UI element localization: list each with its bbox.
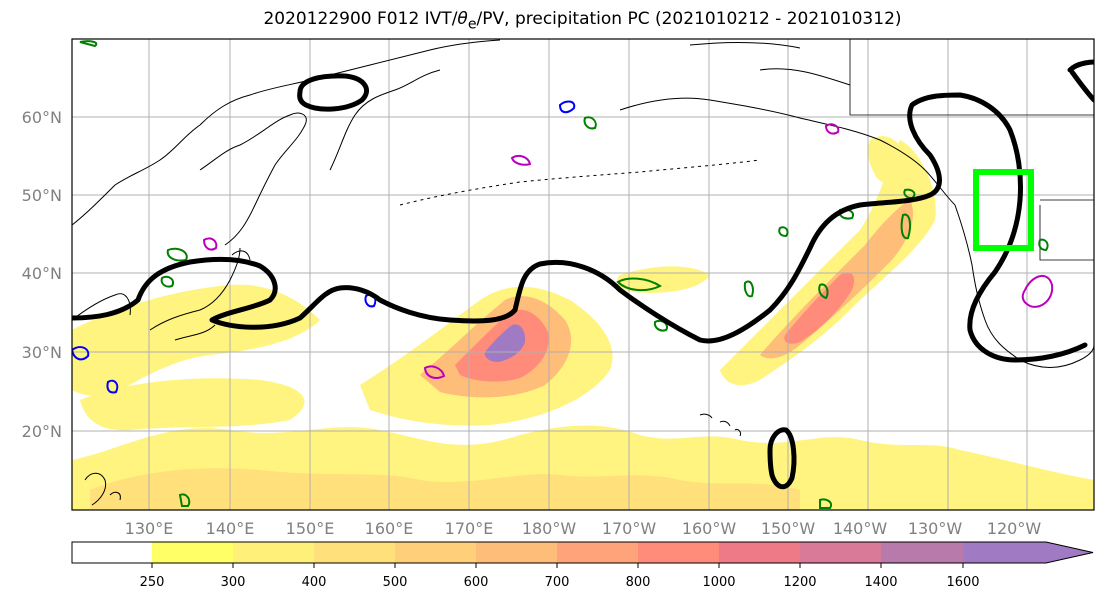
lon-label-170e: 170°E: [445, 519, 494, 538]
highlight-region-box: [973, 169, 1034, 251]
latitude-labels: 60°N 50°N 40°N 30°N 20°N: [22, 108, 62, 441]
precip-contour-13: [178, 493, 191, 507]
na-borders: [849, 39, 1094, 261]
precip-contour-10: [778, 226, 789, 238]
colorbar-seg-4: [395, 542, 476, 563]
theta-e-contours: [72, 59, 1094, 490]
lon-label-120w: 120°W: [987, 519, 1042, 538]
colorbar-label-250: 250: [140, 575, 165, 590]
colorbar-label-1600: 1600: [946, 575, 979, 590]
precip-contour-3: [818, 283, 829, 300]
alaska-coast: [619, 41, 956, 206]
lat-label-30: 30°N: [22, 343, 62, 362]
asia-coast: [72, 39, 501, 246]
pv-magenta-3: [510, 155, 532, 166]
pv-magenta-1: [202, 237, 218, 251]
colorbar: 250 300 400 500 600 700 800 1000 1200 14…: [71, 541, 1094, 590]
colorbar-seg-2: [233, 542, 314, 563]
ivt-central-ar-core: [484, 324, 526, 362]
precip-contour-14: [79, 40, 98, 48]
lon-label-170w: 170°W: [602, 519, 657, 538]
pv-blue-4: [558, 100, 576, 114]
pv-magenta-2: [423, 365, 446, 379]
pv-magenta-5: [1021, 275, 1054, 308]
ivt-tropical-core: [90, 468, 800, 510]
map-panel: [71, 38, 1095, 511]
ivt-japan-plume: [72, 284, 320, 396]
colorbar-label-300: 300: [221, 575, 246, 590]
colorbar-label-400: 400: [302, 575, 327, 590]
precip-contour-11: [1038, 238, 1049, 252]
lon-label-150w: 150°W: [761, 519, 816, 538]
colorbar-seg-8: [719, 542, 800, 563]
lon-label-160w: 160°W: [682, 519, 737, 538]
lat-label-60: 60°N: [22, 108, 62, 127]
colorbar-label-600: 600: [464, 575, 489, 590]
lon-label-130w: 130°W: [908, 519, 963, 538]
lon-label-160e: 160°E: [365, 519, 414, 538]
philippines: [84, 472, 121, 506]
theta-e-main: [72, 92, 1088, 363]
precip-contour-4: [900, 213, 912, 240]
pv-blue-2: [106, 379, 119, 394]
lat-label-50: 50°N: [22, 186, 62, 205]
theta-e-closed-north: [297, 73, 369, 112]
colorbar-seg-9: [800, 542, 881, 563]
lon-label-180w: 180°W: [522, 519, 577, 538]
colorbar-ticks: [151, 563, 964, 568]
kamchatka-coast: [329, 69, 441, 171]
coastlines: [72, 39, 1094, 506]
colorbar-label-500: 500: [383, 575, 408, 590]
precip-contour-2: [743, 280, 754, 298]
colorbar-seg-6: [557, 542, 638, 563]
longitude-labels: 130°E 140°E 150°E 160°E 170°E 180°W 170°…: [125, 519, 1042, 538]
colorbar-seg-10: [881, 542, 963, 563]
map-title: 2020122900 F012 IVT/θe/PV, precipitation…: [263, 9, 902, 33]
precip-contour-1: [616, 277, 662, 292]
colorbar-label-700: 700: [545, 575, 570, 590]
hawaii: [699, 413, 741, 437]
japan-coast: [149, 247, 251, 341]
ivt-ne-ar-core: [784, 272, 855, 344]
precip-contour-9: [583, 116, 597, 130]
colorbar-seg-3: [314, 542, 395, 563]
colorbar-label-1400: 1400: [864, 575, 897, 590]
colorbar-outline: [71, 541, 1094, 564]
ivt-west-band: [80, 378, 305, 431]
lat-label-20: 20°N: [22, 422, 62, 441]
colorbar-label-1000: 1000: [702, 575, 735, 590]
lon-label-140w: 140°W: [833, 519, 888, 538]
colorbar-label-800: 800: [626, 575, 651, 590]
precip-contour-7: [160, 275, 174, 288]
colorbar-seg-0: [72, 542, 152, 563]
colorbar-seg-7: [638, 542, 719, 563]
pv-blue-1: [72, 346, 90, 361]
colorbar-seg-1: [152, 542, 233, 563]
pv-contours: [72, 100, 1054, 394]
precip-contour-6: [166, 247, 188, 262]
lon-label-150e: 150°E: [286, 519, 335, 538]
theta-e-closed-south: [767, 427, 797, 490]
colorbar-label-1200: 1200: [783, 575, 816, 590]
map-frame: [71, 38, 1095, 511]
aleutian-islands: [399, 159, 761, 206]
na-west-coast: [954, 204, 1094, 368]
lat-label-40: 40°N: [22, 264, 62, 283]
lon-label-130e: 130°E: [125, 519, 174, 538]
lon-label-140e: 140°E: [206, 519, 255, 538]
pv-magenta-4: [824, 123, 840, 135]
colorbar-seg-5: [476, 542, 557, 563]
precip-contour-12: [819, 498, 832, 509]
colorbar-seg-11: [963, 542, 1093, 563]
